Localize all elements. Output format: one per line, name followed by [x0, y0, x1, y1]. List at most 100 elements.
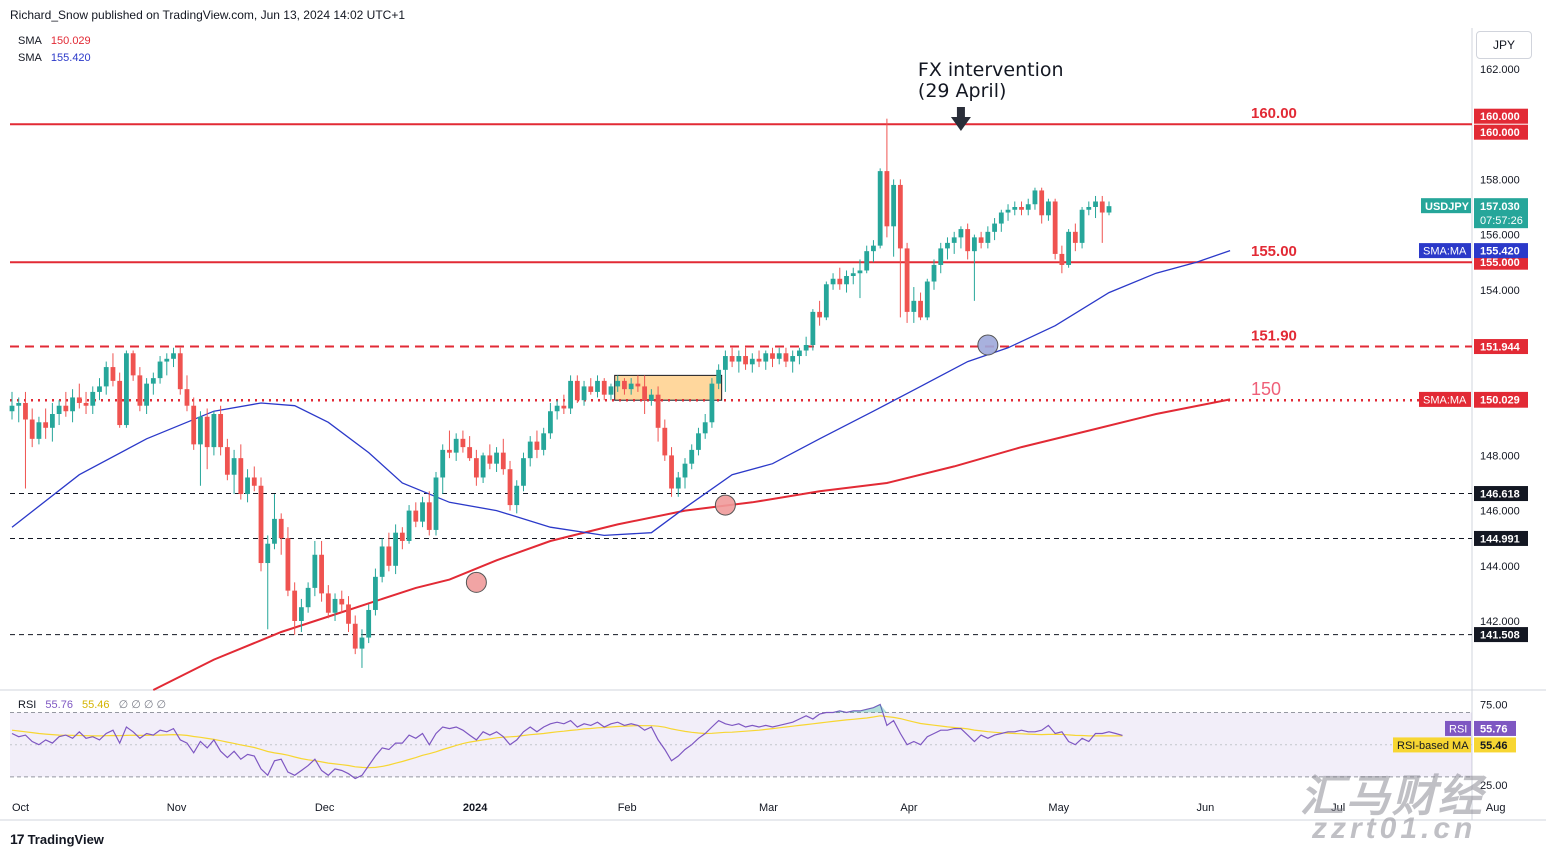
candle: [332, 593, 338, 621]
candle: [776, 347, 782, 365]
candle-body: [601, 380, 607, 395]
candle-body: [1012, 207, 1018, 210]
price-tick: 148.000: [1480, 450, 1520, 462]
candle: [1005, 204, 1011, 221]
time-tick: Apr: [900, 802, 917, 814]
candle: [770, 347, 775, 368]
candle: [352, 615, 358, 655]
candle: [184, 375, 190, 412]
candle-body: [1093, 201, 1098, 207]
candle: [1079, 207, 1085, 249]
time-tick: Jul: [1331, 802, 1345, 814]
candle-body: [420, 502, 425, 522]
axis-level-badge-dup-bg: [1474, 124, 1528, 140]
candle: [386, 532, 392, 572]
candle: [406, 505, 412, 544]
currency-button[interactable]: JPY: [1476, 31, 1532, 59]
candle: [669, 447, 674, 497]
candle-body: [810, 311, 816, 345]
candle-body: [278, 518, 284, 539]
candle: [635, 375, 641, 392]
candle-body: [171, 353, 176, 359]
candle: [971, 234, 977, 301]
candle: [1066, 229, 1072, 268]
sma-legend-1[interactable]: SMA 150.029: [18, 35, 91, 47]
time-tick: May: [1048, 802, 1069, 814]
candle-body: [70, 397, 75, 412]
candle-body: [473, 458, 479, 478]
candle-body: [56, 405, 62, 414]
candle-body: [130, 353, 136, 376]
candle: [90, 386, 96, 414]
axis-level-badge-bg: [1474, 254, 1528, 270]
level-label-2: 151.90: [1251, 328, 1297, 345]
candle: [426, 491, 432, 536]
candle-body: [399, 532, 405, 541]
candle: [150, 372, 156, 395]
candle: [440, 444, 446, 495]
candle: [312, 540, 318, 597]
candle-body: [83, 402, 89, 406]
candle: [783, 347, 789, 368]
candle-body: [716, 369, 722, 384]
time-tick: 2024: [463, 802, 488, 814]
rsi-ma-line: [11, 715, 1123, 769]
sma-legend-1-name: SMA: [18, 35, 42, 47]
candle: [951, 231, 957, 254]
candle: [204, 408, 210, 470]
candle-body: [622, 380, 627, 390]
time-axis: Oct Nov Dec 2024 Feb Mar Apr May Jun Jul Aug: [12, 802, 1505, 814]
current-price-badge: [1474, 198, 1528, 229]
time-tick: Aug: [1486, 802, 1506, 814]
candle-body: [393, 532, 399, 566]
candle: [857, 259, 863, 299]
candle-body: [204, 416, 210, 448]
candle: [642, 375, 648, 414]
sma-legend-2[interactable]: SMA 155.420: [18, 52, 91, 64]
rsi-legend[interactable]: RSI 55.76 55.46 ∅ ∅ ∅ ∅: [18, 698, 166, 711]
axis-level-badge-bg: [1474, 530, 1528, 546]
candle-body: [689, 449, 695, 464]
candle: [608, 383, 614, 401]
annotation-line-1: FX intervention: [918, 59, 1064, 81]
candle: [682, 458, 688, 489]
axis-level-badge-dup: 160.000: [1474, 124, 1528, 140]
candle-body: [998, 212, 1004, 224]
candle: [97, 378, 102, 401]
candle-body: [817, 311, 822, 318]
candle-body: [595, 380, 600, 392]
candle: [871, 240, 876, 263]
candle: [9, 391, 15, 420]
candle-body: [9, 405, 15, 412]
candle-body: [938, 248, 944, 265]
candle-body: [379, 546, 385, 577]
candle: [615, 375, 621, 392]
candle: [797, 347, 802, 365]
candle-body: [561, 405, 567, 409]
candle: [985, 226, 991, 249]
candle: [803, 336, 809, 357]
candle-body: [76, 397, 82, 403]
tradingview-logo[interactable]: 17 TradingView: [10, 831, 104, 847]
candle: [1093, 195, 1098, 219]
axis-level-badge-bg: [1474, 339, 1528, 355]
candle: [574, 375, 580, 403]
axis-level-badge-text: 141.508: [1480, 630, 1520, 642]
candle: [622, 378, 627, 395]
candle-body: [864, 251, 870, 271]
rsi-axis-text-1: 55.46: [1480, 740, 1508, 752]
candle-body: [305, 587, 311, 608]
axis-level-badge-bg: [1474, 486, 1528, 502]
candle: [177, 347, 183, 395]
candle-body: [648, 394, 654, 401]
candle: [924, 278, 930, 321]
candle-body: [803, 345, 809, 351]
down-arrow-icon: [950, 107, 971, 131]
candle: [76, 383, 82, 409]
candle: [998, 209, 1004, 232]
candle-body: [763, 353, 769, 362]
candle: [864, 245, 870, 274]
candle: [837, 267, 843, 290]
candle-body: [548, 411, 553, 434]
